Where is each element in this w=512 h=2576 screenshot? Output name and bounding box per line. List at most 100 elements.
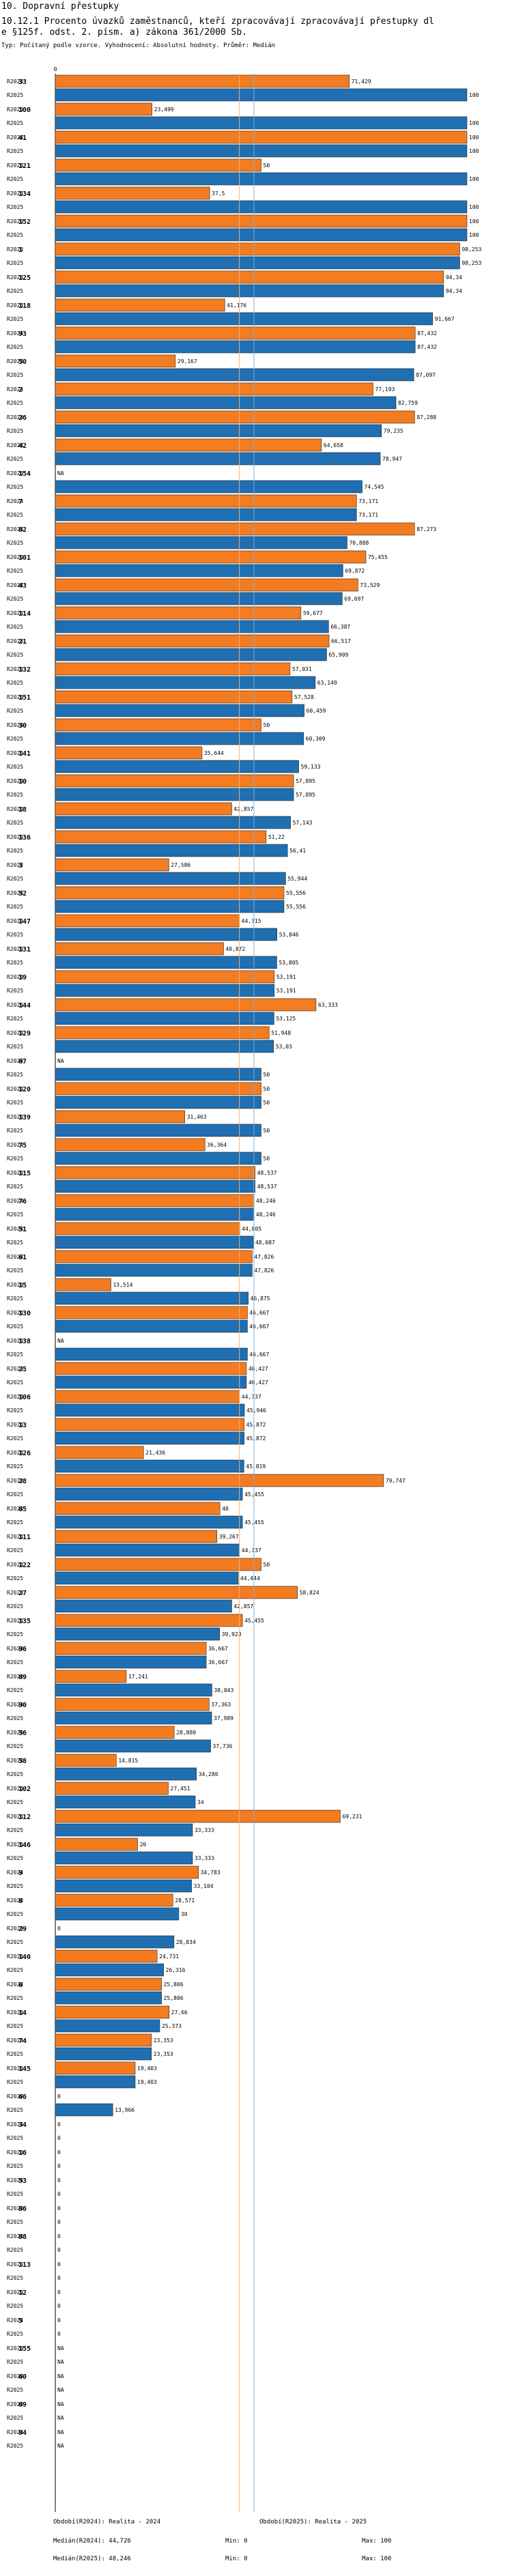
bar-r2024 [55,2061,136,2075]
row-label: 120 [18,1086,31,1093]
data-label: 50 [264,1128,270,1134]
data-label: 59,133 [301,764,321,770]
bar-r2024 [55,130,468,144]
row-label: 67 [18,1058,27,1065]
data-label: 33,333 [195,1827,214,1833]
bar-r2025 [55,564,343,577]
bar-r2024 [55,1977,162,1991]
series-label: R2025 [7,512,23,518]
series-label: R2024 [7,1926,23,1932]
row-label: 146 [18,1842,31,1849]
data-label: 53,805 [279,960,298,966]
row-label: 139 [18,1114,31,1121]
data-label: 65,909 [328,652,348,658]
series-label: R2025 [7,260,23,266]
series-label: R2025 [7,1351,23,1358]
data-label: 27,451 [171,1786,190,1792]
data-label: 37,363 [211,1702,231,1708]
bar-r2024 [55,578,358,592]
bar-r2025 [55,1487,243,1501]
bar-r2025 [55,620,329,633]
data-label: 47,826 [254,1268,274,1274]
row-label: 82 [18,526,27,534]
data-label: 57,895 [296,792,315,798]
data-label: 100 [469,120,479,126]
bar-r2024 [55,774,294,788]
data-label: 28,889 [176,1730,196,1736]
data-label: 91,667 [435,316,455,322]
bar-r2024 [55,270,444,284]
row-label: 125 [18,274,31,282]
series-label: R2024 [7,526,23,532]
data-label: 87,097 [416,372,436,378]
bar-r2025 [55,1767,197,1781]
bar-r2025 [55,1012,274,1025]
bar-r2025 [55,1403,245,1417]
row-label: 89 [18,1674,27,1681]
bar-r2024 [55,214,468,228]
series-label: R2024 [7,1674,23,1680]
series-label: R2025 [7,624,23,630]
bar-r2025 [55,844,288,857]
series-label: R2025 [7,1939,23,1945]
bar-r2024 [55,102,152,116]
series-label: R2024 [7,2317,23,2323]
bar-r2025 [55,88,468,102]
data-label: 39,923 [222,1631,242,1637]
data-label: 0 [57,1926,61,1932]
series-label: R2024 [7,2093,23,2100]
data-label: 0 [57,2191,61,2197]
bar-r2024 [55,1586,298,1599]
series-label: R2024 [7,610,23,616]
data-label: 42,857 [233,1603,253,1609]
series-label: R2025 [7,120,23,126]
data-label: 48,246 [256,1212,276,1218]
series-label: R2024 [7,2289,23,2295]
row-label: 56 [18,1730,27,1737]
data-label: 50 [264,722,270,728]
data-label: 27,586 [171,862,190,868]
footer-min-2025: Min: 0 [225,2556,248,2562]
data-label: 58,824 [300,1590,319,1596]
data-label: 63,149 [317,680,337,686]
series-label: R2024 [7,694,23,700]
data-label: 45,946 [246,1407,266,1414]
data-label: 0 [57,2275,61,2281]
bar-r2024 [55,1418,244,1431]
series-label: R2025 [7,1603,23,1609]
series-label: R2024 [7,666,23,672]
row-label: 86 [18,2205,27,2213]
series-label: R2024 [7,442,23,448]
data-label: 0 [57,2093,61,2100]
series-label: R2025 [7,2107,23,2113]
series-label: R2025 [7,792,23,798]
series-label: R2025 [7,904,23,910]
bar-r2024 [55,1726,175,1739]
bar-r2025 [55,1207,255,1221]
data-label: 46,667 [249,1323,269,1330]
data-label: 46,667 [249,1351,269,1358]
series-label: R2024 [7,78,23,85]
data-label: 0 [57,2135,61,2141]
series-label: R2025 [7,708,23,714]
data-label: 100 [469,92,479,98]
row-label: 122 [18,1562,31,1569]
na-label: NA [57,1058,64,1064]
series-label: R2025 [7,1995,23,2001]
data-label: 57,143 [293,820,313,826]
series-label: R2024 [7,1506,23,1512]
row-label: 155 [18,2345,31,2353]
bar-r2025 [55,1096,261,1109]
data-label: 33,333 [195,1855,214,1861]
series-label: R2025 [7,764,23,770]
bar-r2024 [55,1166,255,1179]
footer-max-2025: Max: 100 [362,2556,392,2562]
chart-title-line2: 10.12.1 Procento úvazků zaměstnanců, kte… [1,16,434,27]
data-label: 45,455 [244,1519,264,1526]
bar-r2024 [55,746,203,760]
series-label: R2025 [7,1407,23,1414]
row-label: 16 [18,2149,27,2157]
bar-r2024 [55,550,367,564]
series-label: R2025 [7,1855,23,1861]
series-label: R2025 [7,680,23,686]
